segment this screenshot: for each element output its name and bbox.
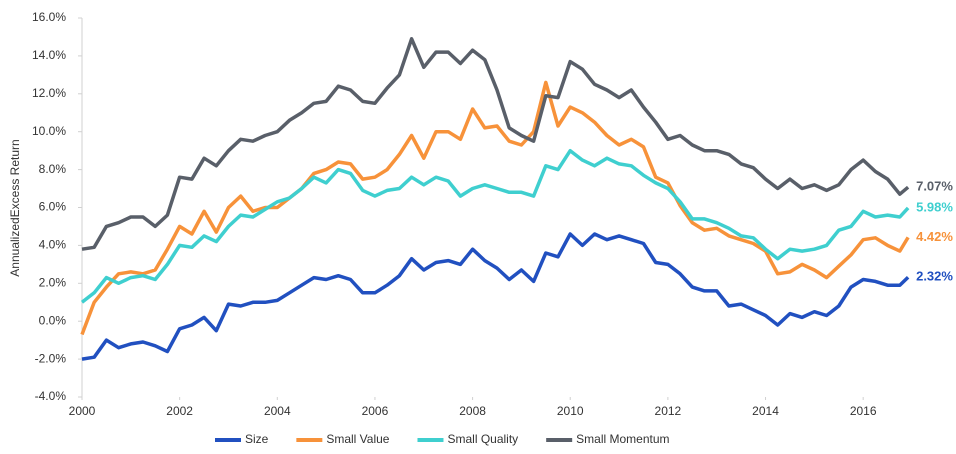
y-tick-label: 2.0% xyxy=(39,275,67,289)
x-tick-label: 2010 xyxy=(557,404,584,418)
end-label: 5.98% xyxy=(916,199,953,214)
x-tick-label: 2002 xyxy=(166,404,193,418)
y-tick-label: 4.0% xyxy=(39,238,67,252)
x-tick-label: 2012 xyxy=(655,404,682,418)
x-tick-label: 2000 xyxy=(69,404,96,418)
x-tick-label: 2006 xyxy=(362,404,389,418)
series-line xyxy=(81,232,910,361)
y-tick-label: 8.0% xyxy=(39,162,67,176)
x-tick-label: 2014 xyxy=(752,404,779,418)
end-label: 4.42% xyxy=(916,229,953,244)
y-tick-label: 12.0% xyxy=(32,86,66,100)
y-tick-label: 14.0% xyxy=(32,48,66,62)
legend-label: Small Value xyxy=(326,432,389,446)
y-tick-label: 10.0% xyxy=(32,124,66,138)
series-line xyxy=(80,148,910,304)
y-tick-label: 6.0% xyxy=(39,200,67,214)
legend-label: Size xyxy=(245,432,269,446)
end-label: 2.32% xyxy=(916,269,953,284)
x-tick-label: 2016 xyxy=(850,404,877,418)
legend-label: Small Quality xyxy=(447,432,518,446)
y-tick-label: 0.0% xyxy=(39,313,67,327)
series-line xyxy=(81,37,910,251)
series-line xyxy=(80,80,910,336)
x-tick-label: 2004 xyxy=(264,404,291,418)
y-tick-label: -2.0% xyxy=(35,351,67,365)
x-tick-label: 2008 xyxy=(459,404,486,418)
legend-label: Small Momentum xyxy=(576,432,669,446)
end-label: 7.07% xyxy=(916,179,953,194)
y-tick-label: 16.0% xyxy=(32,10,66,24)
y-tick-label: -4.0% xyxy=(35,389,67,403)
y-axis-label: AnnualizedExcess Return xyxy=(8,139,22,276)
